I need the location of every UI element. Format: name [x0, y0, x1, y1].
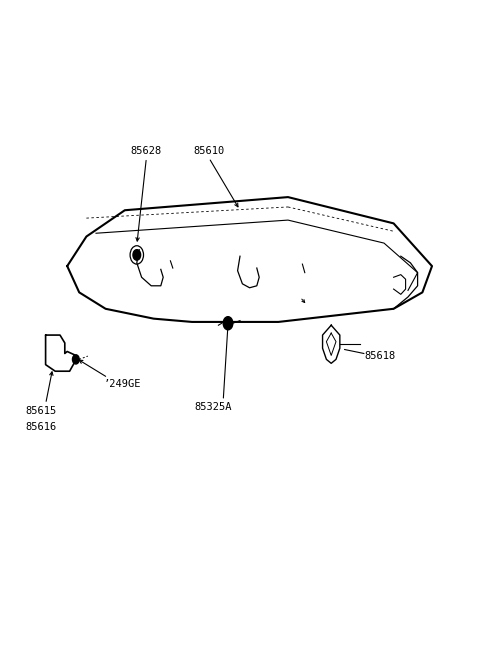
Text: 85628: 85628 — [131, 146, 162, 156]
Text: 85325A: 85325A — [195, 402, 232, 413]
Circle shape — [133, 250, 141, 260]
Text: ’249GE: ’249GE — [103, 379, 141, 390]
Circle shape — [72, 355, 79, 364]
Text: 85616: 85616 — [25, 422, 57, 432]
Text: 85610: 85610 — [193, 146, 225, 156]
Circle shape — [223, 317, 233, 330]
Text: 85618: 85618 — [365, 351, 396, 361]
Text: 85615: 85615 — [25, 405, 57, 416]
